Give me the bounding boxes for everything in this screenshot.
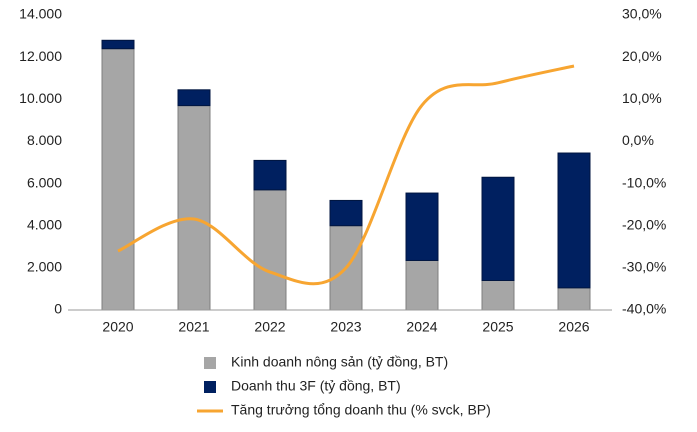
bar bbox=[253, 159, 287, 191]
bar bbox=[557, 152, 591, 289]
legend-swatch bbox=[204, 357, 216, 369]
bar bbox=[557, 287, 591, 311]
y2-tick-label: -40,0% bbox=[622, 301, 666, 317]
x-tick-label: 2021 bbox=[178, 319, 209, 335]
y-tick-label: 4.000 bbox=[27, 216, 62, 232]
bar bbox=[101, 39, 135, 50]
bar bbox=[177, 105, 211, 311]
bar bbox=[329, 199, 363, 227]
y2-tick-label: 20,0% bbox=[622, 48, 662, 64]
legend-label: Tăng trưởng tổng doanh thu (% svck, BP) bbox=[231, 402, 491, 418]
y-tick-label: 14.000 bbox=[19, 6, 62, 22]
bar bbox=[481, 280, 515, 311]
line bbox=[117, 64, 575, 286]
x-tick-label: 2022 bbox=[254, 319, 285, 335]
x-tick-label: 2020 bbox=[102, 319, 133, 335]
bar bbox=[405, 192, 439, 261]
y2-tick-label: 0,0% bbox=[622, 132, 654, 148]
x-tick-label: 2026 bbox=[558, 319, 589, 335]
x-tick-label: 2025 bbox=[482, 319, 513, 335]
y2-tick-label: -20,0% bbox=[622, 216, 666, 232]
legend-swatch bbox=[204, 381, 216, 393]
bar bbox=[481, 176, 515, 281]
y-tick-label: 2.000 bbox=[27, 259, 62, 275]
y2-tick-label: 30,0% bbox=[622, 6, 662, 22]
x-tick-label: 2023 bbox=[330, 319, 361, 335]
y-tick-label: 0 bbox=[54, 301, 62, 317]
bar bbox=[177, 89, 211, 107]
bar bbox=[101, 48, 135, 311]
bar bbox=[253, 189, 287, 311]
y-tick-label: 12.000 bbox=[19, 48, 62, 64]
x-tick-label: 2024 bbox=[406, 319, 437, 335]
legend-label: Doanh thu 3F (tỷ đồng, BT) bbox=[231, 378, 401, 394]
y2-tick-label: -10,0% bbox=[622, 174, 666, 190]
y2-tick-label: 10,0% bbox=[622, 90, 662, 106]
y2-tick-label: -30,0% bbox=[622, 259, 666, 275]
y-tick-label: 10.000 bbox=[19, 90, 62, 106]
legend-label: Kinh doanh nông sản (tỷ đồng, BT) bbox=[231, 354, 448, 370]
y-tick-label: 8.000 bbox=[27, 132, 62, 148]
bar bbox=[405, 259, 439, 311]
y-tick-label: 6.000 bbox=[27, 174, 62, 190]
